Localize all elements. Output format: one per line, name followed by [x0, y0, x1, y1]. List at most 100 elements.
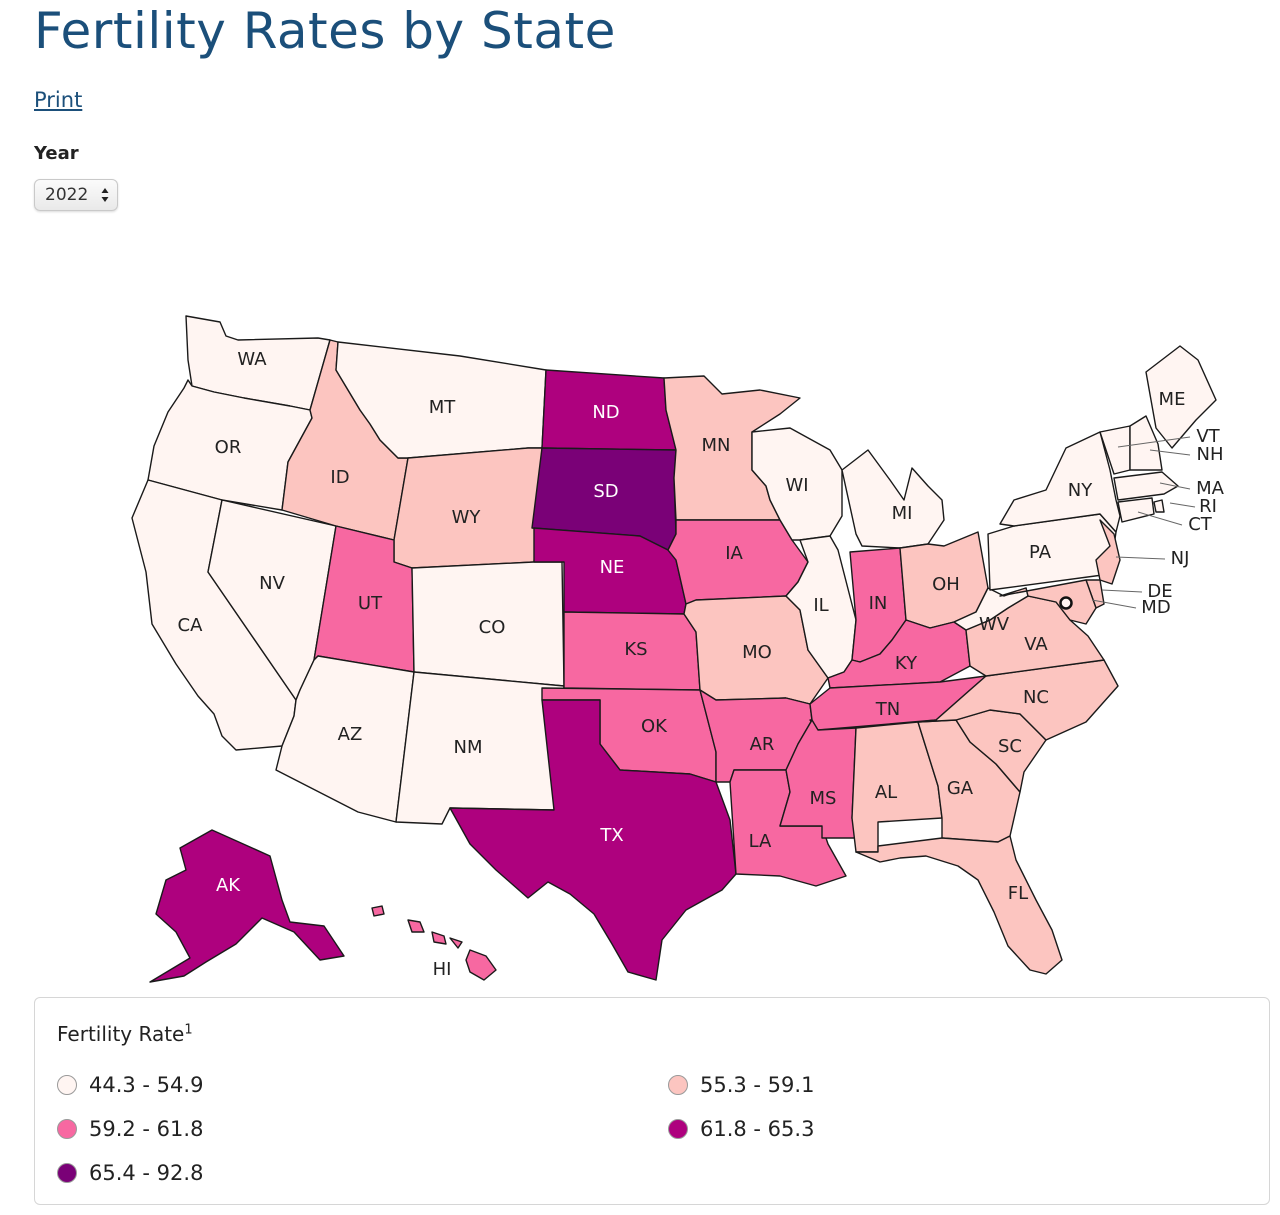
- state-label-wy: WY: [452, 507, 482, 528]
- legend-item-4: 61.8 - 65.3: [668, 1117, 814, 1141]
- state-label-id: ID: [330, 467, 349, 488]
- state-label-oh: OH: [932, 574, 960, 595]
- state-label-ia: IA: [725, 543, 743, 564]
- legend-range: 55.3 - 59.1: [700, 1073, 815, 1097]
- legend-range: 65.4 - 92.8: [89, 1161, 204, 1185]
- state-mi[interactable]: [841, 449, 945, 549]
- legend-title: Fertility Rate1: [57, 1022, 193, 1046]
- state-hi[interactable]: [371, 905, 497, 981]
- year-select[interactable]: 2022: [34, 179, 118, 211]
- state-label-fl: FL: [1008, 883, 1028, 904]
- state-label-nc: NC: [1023, 687, 1049, 708]
- leader-line-vt: [1117, 436, 1191, 448]
- state-fl[interactable]: [855, 835, 1063, 975]
- state-label-in: IN: [869, 593, 888, 614]
- state-label-mt: MT: [429, 397, 457, 418]
- legend-item-5: 65.4 - 92.8: [57, 1161, 203, 1185]
- state-ma[interactable]: [1113, 471, 1179, 501]
- state-label-nm: NM: [454, 737, 483, 758]
- legend-item-3: 59.2 - 61.8: [57, 1117, 203, 1141]
- state-label-or: OR: [215, 437, 242, 458]
- legend-item-1: 44.3 - 54.9: [57, 1073, 203, 1097]
- state-label-wv: WV: [979, 614, 1010, 635]
- state-label-ma: MA: [1196, 478, 1225, 499]
- leader-line-nh: [1149, 449, 1191, 456]
- leader-line-ma: [1159, 482, 1191, 490]
- state-label-nv: NV: [259, 573, 285, 594]
- state-label-co: CO: [479, 617, 506, 638]
- state-label-wi: WI: [785, 475, 808, 496]
- state-label-ri: RI: [1199, 496, 1217, 517]
- state-label-nd: ND: [592, 402, 619, 423]
- legend-range: 44.3 - 54.9: [89, 1073, 204, 1097]
- state-label-mi: MI: [892, 503, 913, 524]
- state-label-wa: WA: [237, 349, 267, 370]
- leader-line-de: [1101, 589, 1143, 593]
- state-az[interactable]: [275, 655, 415, 823]
- state-label-hi: HI: [433, 959, 452, 980]
- state-label-la: LA: [749, 831, 772, 852]
- state-tx[interactable]: [449, 699, 737, 981]
- state-ct[interactable]: [1117, 497, 1155, 523]
- state-ny[interactable]: [999, 431, 1121, 533]
- legend-item-2: 55.3 - 59.1: [668, 1073, 814, 1097]
- select-arrows-icon: [101, 188, 109, 202]
- legend-range: 59.2 - 61.8: [89, 1117, 204, 1141]
- state-label-pa: PA: [1029, 542, 1052, 563]
- state-label-az: AZ: [338, 724, 363, 745]
- state-label-md: MD: [1141, 597, 1170, 618]
- leader-line-ct: [1137, 511, 1183, 526]
- state-label-ct: CT: [1188, 514, 1213, 535]
- legend-range: 61.8 - 65.3: [700, 1117, 815, 1141]
- state-me[interactable]: [1145, 345, 1217, 449]
- state-label-mo: MO: [742, 642, 772, 663]
- state-label-tn: TN: [875, 699, 900, 720]
- state-label-sd: SD: [593, 481, 618, 502]
- state-ri[interactable]: [1153, 499, 1165, 513]
- state-label-sc: SC: [998, 736, 1022, 757]
- dc-marker: [1059, 596, 1073, 610]
- state-nj[interactable]: [1095, 519, 1121, 585]
- legend-swatch: [57, 1119, 77, 1139]
- state-label-nj: NJ: [1171, 548, 1190, 569]
- state-label-ak: AK: [216, 875, 241, 896]
- state-label-ky: KY: [895, 653, 918, 674]
- state-label-ut: UT: [358, 593, 383, 614]
- state-label-ks: KS: [624, 639, 647, 660]
- legend-footnote-marker: 1: [184, 1022, 193, 1038]
- year-label: Year: [34, 143, 79, 164]
- state-nc[interactable]: [917, 659, 1119, 741]
- us-choropleth-map: WA OR CA NV ID MT WY UT AZ CO NM ND SD NE KS OK TX MN IA MO…: [131, 315, 1225, 983]
- leader-line-md: [1091, 599, 1137, 609]
- state-label-va: VA: [1024, 634, 1048, 655]
- legend-swatch: [57, 1075, 77, 1095]
- legend-swatch: [668, 1075, 688, 1095]
- state-label-ny: NY: [1068, 480, 1093, 501]
- state-tn[interactable]: [809, 675, 987, 731]
- print-link[interactable]: Print: [34, 88, 83, 112]
- state-label-me: ME: [1159, 389, 1186, 410]
- legend: Fertility Rate1 44.3 - 54.9 55.3 - 59.1 …: [34, 997, 1270, 1205]
- state-label-ok: OK: [641, 716, 668, 737]
- state-label-ca: CA: [178, 615, 204, 636]
- state-label-ne: NE: [600, 557, 625, 578]
- leader-line-ri: [1169, 502, 1196, 508]
- state-label-vt: VT: [1196, 426, 1220, 447]
- page-title: Fertility Rates by State: [34, 2, 616, 60]
- state-label-ga: GA: [947, 778, 974, 799]
- state-label-de: DE: [1147, 581, 1172, 602]
- state-label-il: IL: [813, 595, 828, 616]
- state-label-mn: MN: [702, 435, 731, 456]
- year-select-value: 2022: [45, 185, 89, 205]
- state-md[interactable]: [999, 579, 1097, 625]
- state-label-ms: MS: [810, 788, 837, 809]
- state-label-tx: TX: [599, 825, 623, 846]
- legend-swatch: [668, 1119, 688, 1139]
- leader-line-nj: [1115, 556, 1166, 560]
- state-ak[interactable]: [149, 829, 345, 983]
- legend-swatch: [57, 1163, 77, 1183]
- state-label-nh: NH: [1197, 444, 1224, 465]
- state-wv[interactable]: [953, 587, 1029, 631]
- state-co[interactable]: [411, 561, 565, 687]
- state-label-ar: AR: [750, 734, 775, 755]
